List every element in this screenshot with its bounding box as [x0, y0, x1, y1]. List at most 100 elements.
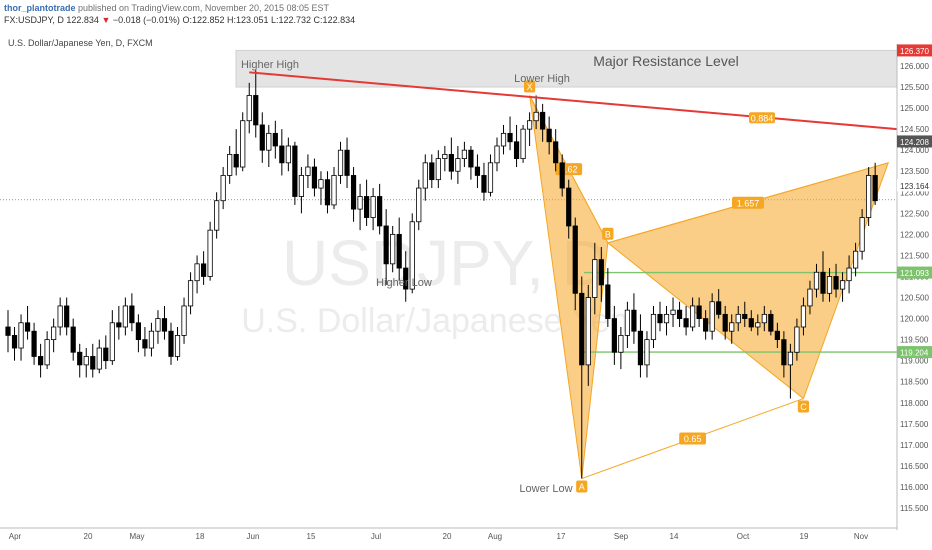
candle-body — [38, 356, 44, 366]
candle-body — [311, 166, 318, 189]
candle-body — [266, 132, 272, 151]
point-c-label-bg — [797, 400, 810, 413]
candle-body — [716, 301, 722, 315]
candles — [5, 70, 878, 479]
candle-body — [448, 153, 454, 172]
price-tick-label: 117.000 — [900, 441, 929, 450]
candle-body — [872, 175, 878, 202]
price-tick-label: 123.500 — [900, 167, 929, 176]
candle-body — [676, 309, 683, 319]
lower-low-label: Lower Low — [519, 483, 572, 495]
candle-body — [839, 280, 846, 290]
candle-body — [422, 162, 428, 189]
instrument-title: U.S. Dollar/Japanese Yen, D, FXCM — [8, 38, 153, 48]
candle-body — [155, 318, 161, 332]
candle-body — [227, 153, 233, 176]
candle-body — [187, 280, 194, 307]
candle-body — [709, 301, 715, 332]
candle-body — [866, 175, 872, 218]
point-c-label: C — [800, 402, 807, 412]
candle-body — [331, 175, 337, 206]
candle-body — [787, 351, 794, 366]
price-tag-bg — [897, 179, 932, 192]
trendline-red — [249, 71, 898, 131]
candle-body — [487, 162, 494, 193]
candle-body — [285, 145, 291, 164]
time-tick-label: Jul — [371, 532, 381, 541]
candle-body — [592, 259, 598, 298]
candle-body — [135, 322, 141, 341]
candle-body — [240, 120, 246, 168]
candle-body — [44, 339, 50, 366]
price-tick-label: 120.500 — [900, 294, 929, 303]
time-axis[interactable]: Apr 20 May 18 Jun 15 Jul 20 Aug 17 Sep 14 Oct 19 Nov — [0, 527, 897, 541]
price-tags: 126.370 124.208 123.164 121.093 119.204 — [897, 44, 932, 359]
candle-body — [618, 335, 624, 353]
candle-body — [90, 356, 96, 370]
candle-body — [70, 326, 76, 353]
author-link[interactable]: thor_plantotrade — [4, 3, 76, 13]
time-tick-label: Nov — [854, 532, 868, 541]
candle-body — [409, 221, 415, 290]
candle-body — [298, 175, 305, 197]
candle-body — [546, 128, 552, 143]
candle-body — [781, 339, 787, 366]
publish-info: published on TradingView.com, November 2… — [75, 3, 330, 13]
candle-body — [435, 158, 441, 181]
candle-body — [559, 162, 565, 189]
candle-body — [683, 318, 689, 328]
candle-body — [51, 326, 57, 341]
candle-body — [109, 322, 115, 362]
candle-body — [324, 179, 331, 206]
trendline[interactable]: 0.884 — [249, 71, 898, 131]
price-tick-label: 119.000 — [900, 357, 929, 366]
candle-body — [553, 141, 559, 164]
price-axis[interactable]: 115.500 116.000 116.500 117.000 117.500 118.0… — [896, 44, 929, 530]
candle-body — [57, 305, 63, 328]
price-tick-label: 123.000 — [900, 188, 929, 197]
candle-body — [64, 305, 70, 328]
time-tick-label: May — [129, 532, 144, 541]
candle-body — [755, 322, 761, 328]
ratio-bcd-label: 1.657 — [737, 198, 760, 208]
price-tick-label: 122.000 — [900, 230, 929, 239]
candle-body — [461, 149, 468, 160]
candle-body — [357, 196, 363, 210]
candle-body — [598, 259, 604, 286]
price-tick-label: 118.500 — [900, 378, 929, 387]
time-tick-label: 19 — [800, 532, 809, 541]
time-tick-label: 15 — [307, 532, 316, 541]
price-tick-label: 125.000 — [900, 104, 929, 113]
publish-line: thor_plantotrade published on TradingVie… — [4, 3, 329, 13]
candle-body — [650, 313, 657, 341]
candle-body — [207, 229, 213, 277]
candle-body — [696, 305, 702, 319]
candle-body — [253, 95, 259, 126]
lower-high-label: Lower High — [514, 73, 570, 85]
price-tick-label: 117.500 — [900, 420, 929, 429]
candle-body — [148, 330, 155, 349]
price-tag-bg — [897, 266, 932, 279]
candle-body — [833, 276, 839, 290]
candle-body — [272, 132, 278, 147]
candle-body — [494, 145, 500, 164]
ratio-trend-label: 0.884 — [751, 113, 774, 123]
candle-body — [853, 250, 859, 269]
price-tick-label: 122.500 — [900, 209, 929, 218]
ratio-abc-label-bg — [679, 432, 706, 445]
candle-body — [292, 145, 298, 197]
candle-body — [363, 196, 370, 218]
candle-body — [800, 305, 807, 328]
candle-body — [416, 187, 422, 223]
price-tick-label: 124.000 — [900, 146, 929, 155]
candle-body — [194, 263, 200, 282]
time-tick-label: Apr — [9, 532, 22, 541]
higher-high-label: Higher High — [241, 59, 299, 71]
candle-body — [729, 322, 735, 332]
candle-body — [500, 132, 507, 147]
candle-body — [200, 263, 207, 277]
candle-body — [103, 347, 109, 362]
symbol-label: FX:USDJPY, D — [4, 15, 64, 25]
candle-body — [748, 318, 754, 328]
